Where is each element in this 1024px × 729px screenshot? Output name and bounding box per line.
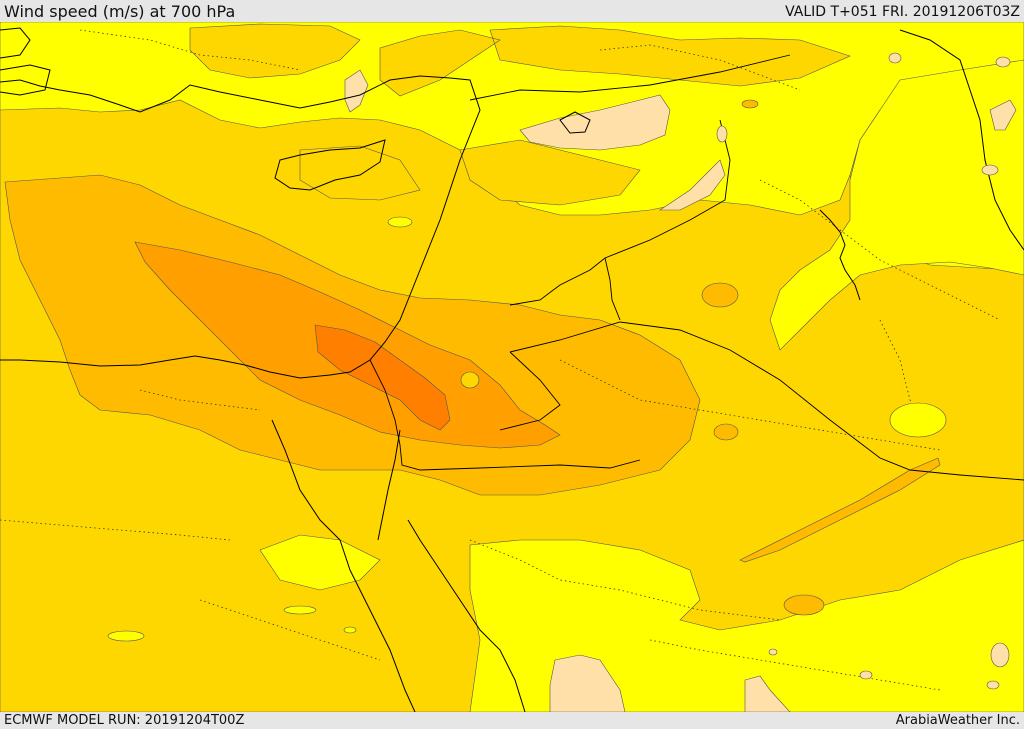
footer-bar: ECMWF MODEL RUN: 20191204T00Z ArabiaWeat… xyxy=(0,712,1024,729)
wind-band-amber-east-streak xyxy=(739,457,941,563)
map-canvas xyxy=(0,22,1024,712)
political-borders xyxy=(369,54,1024,481)
small-wind-features xyxy=(107,52,1011,690)
wind-band-yellow-east xyxy=(769,59,1024,351)
wind-speed-map xyxy=(0,22,1024,712)
model-run-label: ECMWF MODEL RUN: 20191204T00Z xyxy=(4,713,245,728)
coastlines xyxy=(0,27,1024,712)
credit-label: ArabiaWeather Inc. xyxy=(895,713,1020,728)
map-title: Wind speed (m/s) at 700 hPa xyxy=(4,2,236,21)
title-bar: Wind speed (m/s) at 700 hPa VALID T+051 … xyxy=(0,0,1024,22)
wind-band-light-pockets xyxy=(344,69,1017,712)
valid-time-label: VALID T+051 FRI. 20191206T03Z xyxy=(785,4,1020,20)
wind-band-gold-north-fragments xyxy=(189,23,851,206)
